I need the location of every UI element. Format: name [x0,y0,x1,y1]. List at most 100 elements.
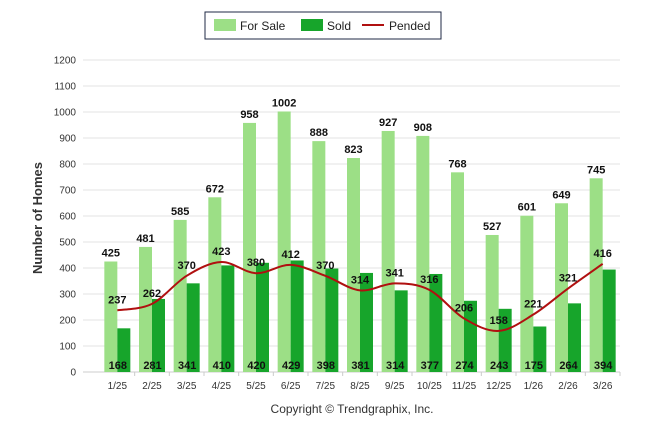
x-tick-label: 1/25 [108,381,128,392]
y-tick-label: 200 [59,316,76,327]
label-for-sale: 527 [483,221,501,233]
bar-sold [152,298,165,372]
label-for-sale: 585 [171,206,189,218]
y-axis-label: Number of Homes [30,162,45,274]
x-tick-label: 2/25 [142,381,162,392]
x-tick-label: 11/25 [452,381,477,392]
label-pended: 412 [281,249,299,261]
label-sold: 410 [213,360,231,372]
y-tick-label: 300 [59,290,76,301]
label-pended: 370 [316,260,334,272]
y-axis: 0 100 200 300 400 500 600 700 800 900 1000 1100 1200 [54,56,77,379]
bar-sold [498,308,512,372]
label-for-sale: 888 [310,127,328,139]
bar-for-sale [416,135,430,372]
bar-for-sale [277,111,291,372]
label-sold: 274 [455,360,474,372]
bar-sold [360,272,373,372]
x-tick-label: 6/25 [281,381,301,392]
label-for-sale: 481 [136,233,154,245]
label-sold: 175 [525,360,543,372]
y-tick-label: 600 [59,212,76,223]
label-pended: 206 [455,302,473,314]
label-for-sale: 745 [587,164,605,176]
copyright-footer: Copyright © Trendgraphix, Inc. [271,402,434,416]
y-tick-label: 400 [59,264,76,275]
legend-label-pended: Pended [389,19,430,33]
bar-for-sale [347,158,360,372]
x-tick-label: 12/25 [486,381,511,392]
bar-for-sale [208,197,222,372]
label-sold: 341 [178,360,196,372]
label-pended: 321 [559,273,577,285]
label-pended: 341 [385,267,403,279]
bar-sold [464,300,477,372]
label-for-sale: 672 [206,183,224,195]
value-labels: 425 168 481 281 585 341 672 410 958 420 1002 429 888… [102,97,614,372]
legend-swatch-for-sale [214,19,236,31]
bar-for-sale [104,261,118,372]
x-tick-label: 8/25 [350,381,370,392]
bar-for-sale [312,141,326,372]
x-tick-label: 10/25 [417,381,442,392]
label-for-sale: 768 [448,158,466,170]
y-tick-label: 0 [70,368,76,379]
bar-sold [429,273,443,372]
bar-for-sale [173,219,187,372]
label-pended: 316 [420,274,438,286]
label-for-sale: 958 [240,109,258,121]
bar-for-sale [520,215,534,372]
label-for-sale: 927 [379,117,397,129]
y-tick-label: 1200 [54,56,77,67]
bar-sold [325,268,339,372]
x-tick-label: 4/25 [212,381,232,392]
label-for-sale: 823 [344,144,362,156]
x-axis: 1/25 2/25 3/25 4/25 5/25 6/25 7/25 8/25 9/25 10/2… [108,372,621,392]
pended-line-path [117,261,604,332]
label-pended: 314 [351,274,370,286]
x-tick-label: 5/25 [246,381,266,392]
bar-for-sale [451,172,464,372]
bar-sold [256,262,269,372]
x-tick-label: 2/26 [558,381,578,392]
x-tick-label: 3/26 [593,381,613,392]
legend: For Sale Sold Pended [204,11,442,40]
label-pended: 262 [143,288,161,300]
bar-for-sale [243,122,256,372]
bar-sold [533,326,547,372]
label-pended: 416 [593,248,611,260]
bar-sold [290,260,304,372]
label-sold: 381 [351,360,369,372]
bar-for-sale [589,178,603,372]
bar-sold [568,303,581,372]
label-sold: 420 [247,360,265,372]
bar-for-sale [139,246,152,372]
label-for-sale: 425 [102,248,120,260]
legend-label-sold: Sold [327,19,351,33]
label-sold: 377 [421,360,439,372]
pended-line [117,261,604,332]
legend-label-for-sale: For Sale [240,19,286,33]
label-pended: 370 [177,260,195,272]
bar-sold [602,269,616,372]
bar-for-sale [381,130,395,372]
y-tick-label: 1000 [54,108,77,119]
label-for-sale: 1002 [272,97,296,109]
bar-for-sale [555,203,568,372]
bar-sold [221,265,235,372]
label-sold: 394 [594,360,613,372]
label-sold: 398 [317,360,335,372]
x-tick-label: 7/25 [316,381,336,392]
bars [104,111,616,372]
y-tick-label: 1100 [54,82,76,93]
bar-sold [394,290,408,372]
bar-for-sale [485,234,499,372]
label-for-sale: 601 [518,202,536,214]
label-sold: 168 [109,360,127,372]
label-sold: 264 [559,360,578,372]
label-sold: 281 [143,360,161,372]
label-sold: 243 [490,360,508,372]
label-pended: 423 [212,246,230,258]
y-tick-label: 500 [59,238,76,249]
